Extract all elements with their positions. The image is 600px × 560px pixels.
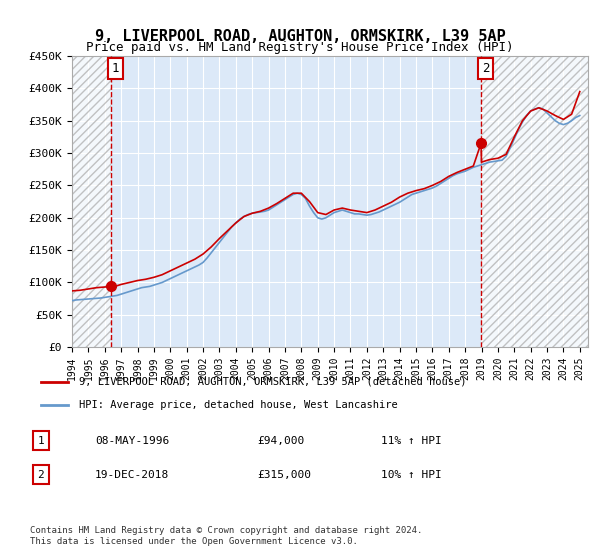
Text: HPI: Average price, detached house, West Lancashire: HPI: Average price, detached house, West… (79, 400, 397, 410)
Text: Price paid vs. HM Land Registry's House Price Index (HPI): Price paid vs. HM Land Registry's House … (86, 41, 514, 54)
Text: 19-DEC-2018: 19-DEC-2018 (95, 470, 169, 480)
Text: 2: 2 (482, 62, 490, 75)
Text: 1: 1 (112, 62, 119, 75)
Bar (481, 56, 588, 347)
Text: £94,000: £94,000 (257, 436, 304, 446)
Text: 11% ↑ HPI: 11% ↑ HPI (381, 436, 442, 446)
Text: Contains HM Land Registry data © Crown copyright and database right 2024.
This d: Contains HM Land Registry data © Crown c… (30, 526, 422, 546)
Text: 10% ↑ HPI: 10% ↑ HPI (381, 470, 442, 480)
Text: 9, LIVERPOOL ROAD, AUGHTON, ORMSKIRK, L39 5AP (detached house): 9, LIVERPOOL ROAD, AUGHTON, ORMSKIRK, L3… (79, 376, 466, 386)
Text: 2: 2 (37, 470, 44, 480)
Text: 1: 1 (37, 436, 44, 446)
Text: 9, LIVERPOOL ROAD, AUGHTON, ORMSKIRK, L39 5AP: 9, LIVERPOOL ROAD, AUGHTON, ORMSKIRK, L3… (95, 29, 505, 44)
Text: 08-MAY-1996: 08-MAY-1996 (95, 436, 169, 446)
Bar (72, 56, 110, 347)
Text: £315,000: £315,000 (257, 470, 311, 480)
